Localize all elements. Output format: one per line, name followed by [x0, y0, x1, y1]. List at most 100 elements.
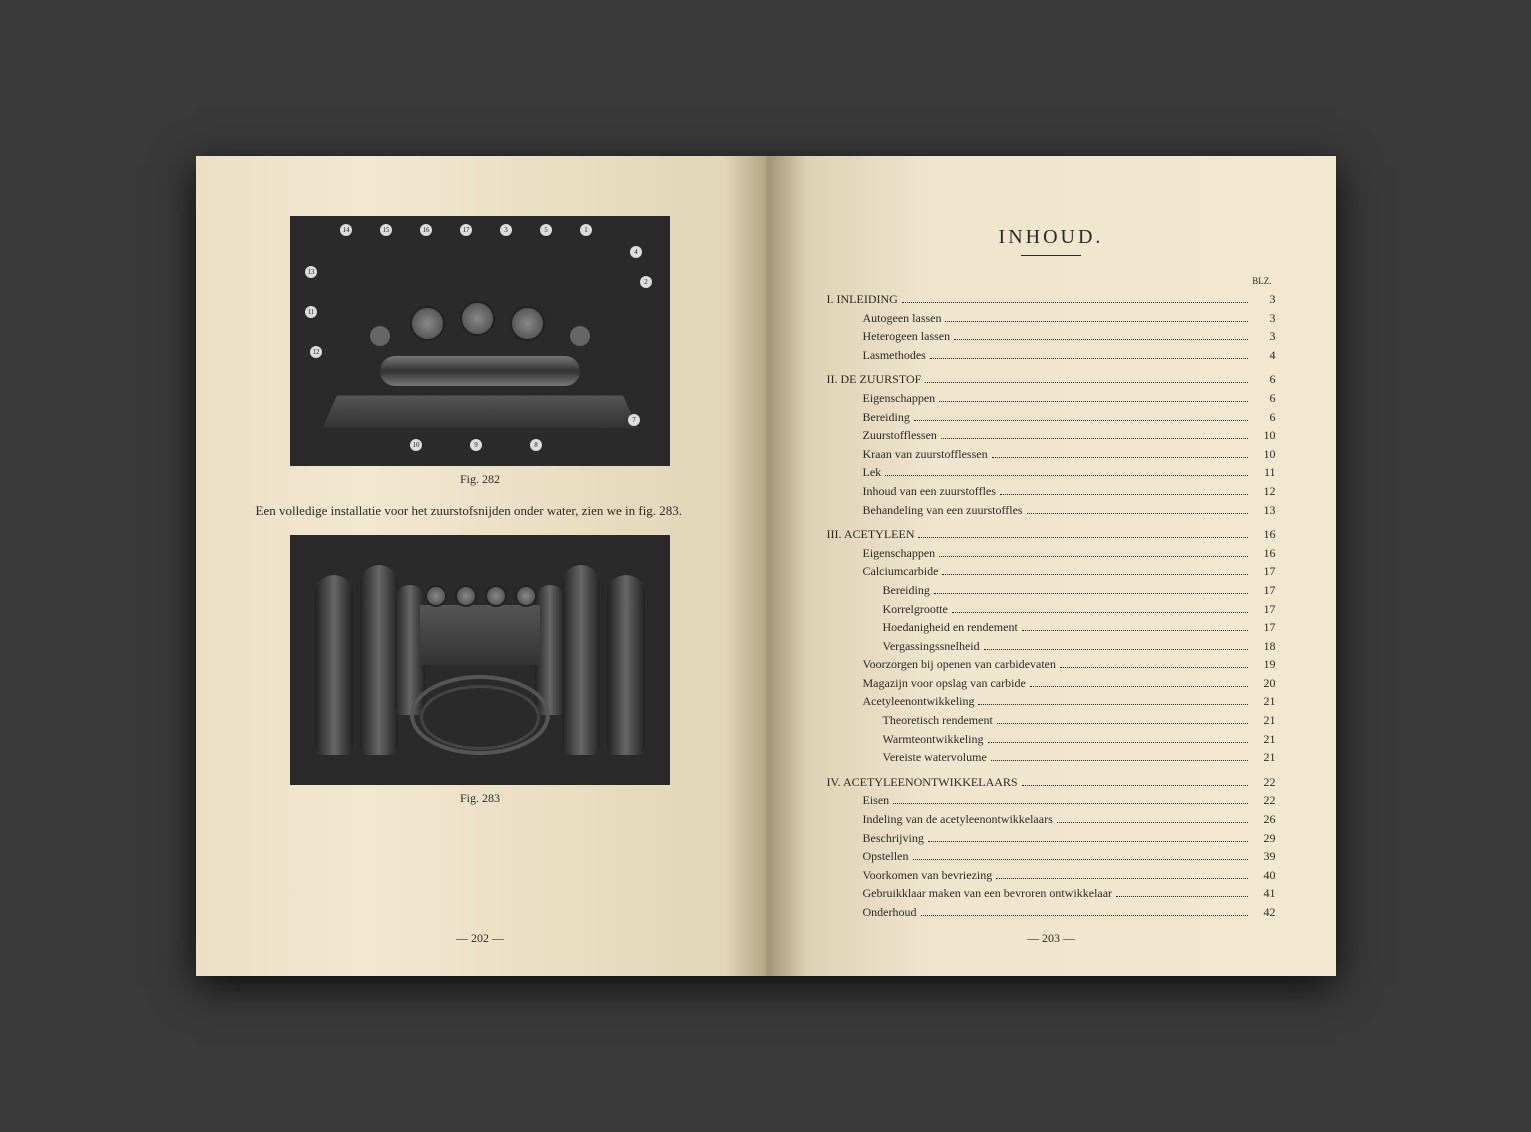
- toc-dots: [991, 760, 1248, 761]
- toc-item-page: 6: [1252, 408, 1276, 427]
- toc-item-row: Theoretisch rendement 21: [827, 711, 1276, 730]
- toc-item-row: Eigenschappen 16: [827, 544, 1276, 563]
- toc-item-row: Eigenschappen6: [827, 389, 1276, 408]
- toc-dots: [913, 859, 1248, 860]
- toc-item-label: Beschrijving: [827, 829, 924, 848]
- toc-item-label: Vereiste watervolume: [827, 748, 987, 767]
- toc-dots: [921, 915, 1248, 916]
- toc-chapter-row: II. DE ZUURSTOF6: [827, 370, 1276, 389]
- toc-item-row: Autogeen lassen3: [827, 309, 1276, 328]
- figure-282-caption: Fig. 282: [256, 472, 705, 487]
- toc-item-page: 21: [1252, 730, 1276, 749]
- right-page-number: — 203 —: [1027, 931, 1075, 946]
- toc-dots: [930, 358, 1248, 359]
- toc-item-page: 21: [1252, 711, 1276, 730]
- toc-item-label: Eigenschappen: [827, 389, 936, 408]
- toc-dots: [928, 841, 1248, 842]
- toc-item-row: Behandeling van een zuurstoffles13: [827, 501, 1276, 520]
- toc-item-page: 20: [1252, 674, 1276, 693]
- toc-dots: [1060, 667, 1248, 668]
- toc-item-page: 16: [1252, 544, 1276, 563]
- toc-item-page: 10: [1252, 445, 1276, 464]
- toc-dots: [1000, 494, 1248, 495]
- toc-item-page: 17: [1252, 562, 1276, 581]
- toc-dots: [925, 382, 1247, 383]
- toc-dots: [978, 704, 1247, 705]
- toc-item-page: 17: [1252, 618, 1276, 637]
- toc-item-page: 3: [1252, 327, 1276, 346]
- toc-item-row: Bereiding17: [827, 581, 1276, 600]
- toc-item-label: Eisen: [827, 791, 890, 810]
- toc-item-label: Bereiding: [827, 408, 910, 427]
- toc-item-label: Theoretisch rendement: [827, 711, 993, 730]
- book-spread: 14 15 16 17 3 5 1 4 2 13 11 12 10 9 8 7 …: [196, 156, 1336, 976]
- toc-dots: [945, 321, 1247, 322]
- toc-item-label: Lek: [827, 463, 882, 482]
- toc-item-row: Kraan van zuurstofflessen10: [827, 445, 1276, 464]
- toc-item-page: 22: [1252, 791, 1276, 810]
- toc-item-label: Voorzorgen bij openen van carbidevaten: [827, 655, 1057, 674]
- toc-item-row: Beschrijving 29: [827, 829, 1276, 848]
- left-page-number: — 202 —: [456, 931, 504, 946]
- toc-item-page: 29: [1252, 829, 1276, 848]
- toc-column-header: BLZ.: [827, 276, 1276, 286]
- toc-chapter-label: IV. ACETYLEENONTWIKKELAARS: [827, 773, 1018, 792]
- toc-item-row: Lasmethodes 4: [827, 346, 1276, 365]
- toc-item-label: Hoedanigheid en rendement: [827, 618, 1018, 637]
- toc-item-label: Indeling van de acetyleenontwikkelaars: [827, 810, 1053, 829]
- toc-item-row: Zuurstofflessen10: [827, 426, 1276, 445]
- toc-dots: [934, 593, 1248, 594]
- toc-chapter-page: 16: [1252, 525, 1276, 544]
- toc-dots: [914, 420, 1248, 421]
- toc-dots: [1022, 785, 1248, 786]
- figure-282: 14 15 16 17 3 5 1 4 2 13 11 12 10 9 8 7 …: [256, 216, 705, 487]
- toc-item-row: Inhoud van een zuurstoffles12: [827, 482, 1276, 501]
- toc-dots: [1057, 822, 1248, 823]
- toc-item-page: 41: [1252, 884, 1276, 903]
- toc-item-page: 18: [1252, 637, 1276, 656]
- toc-item-row: Magazijn voor opslag van carbide 20: [827, 674, 1276, 693]
- toc-item-row: Eisen 22: [827, 791, 1276, 810]
- toc-item-row: Hoedanigheid en rendement 17: [827, 618, 1276, 637]
- toc-item-row: Warmteontwikkeling 21: [827, 730, 1276, 749]
- toc-dots: [1027, 513, 1248, 514]
- toc-dots: [997, 723, 1248, 724]
- toc-item-row: Gebruikklaar maken van een bevroren ontw…: [827, 884, 1276, 903]
- toc-chapter-page: 22: [1252, 773, 1276, 792]
- toc-dots: [954, 339, 1247, 340]
- toc-dots: [902, 302, 1248, 303]
- toc-item-page: 21: [1252, 692, 1276, 711]
- toc-item-label: Eigenschappen: [827, 544, 936, 563]
- toc-item-row: Opstellen39: [827, 847, 1276, 866]
- toc-chapter-row: IV. ACETYLEENONTWIKKELAARS 22: [827, 773, 1276, 792]
- toc-item-page: 4: [1252, 346, 1276, 365]
- toc-dots: [952, 612, 1248, 613]
- toc-item-page: 17: [1252, 581, 1276, 600]
- toc-dots: [918, 537, 1247, 538]
- toc-item-label: Warmteontwikkeling: [827, 730, 984, 749]
- toc-item-label: Zuurstofflessen: [827, 426, 937, 445]
- toc-item-page: 3: [1252, 309, 1276, 328]
- toc-item-row: Vergassingssnelheid 18: [827, 637, 1276, 656]
- toc-chapter-row: I. INLEIDING3: [827, 290, 1276, 309]
- toc-dots: [939, 401, 1247, 402]
- toc-section: IV. ACETYLEENONTWIKKELAARS22Eisen22Indel…: [827, 773, 1276, 922]
- toc-item-row: Bereiding 6: [827, 408, 1276, 427]
- toc-item-label: Vergassingssnelheid: [827, 637, 980, 656]
- toc-dots: [1022, 630, 1248, 631]
- right-page: INHOUD. BLZ. I. INLEIDING3Autogeen lasse…: [766, 156, 1336, 976]
- toc-item-label: Magazijn voor opslag van carbide: [827, 674, 1026, 693]
- toc-chapter-label: II. DE ZUURSTOF: [827, 370, 922, 389]
- toc-dots: [988, 742, 1248, 743]
- toc-item-row: Acetyleenontwikkeling 21: [827, 692, 1276, 711]
- toc-item-label: Heterogeen lassen: [827, 327, 951, 346]
- toc-dots: [1116, 896, 1247, 897]
- toc-item-row: Indeling van de acetyleenontwikkelaars26: [827, 810, 1276, 829]
- toc-item-row: Voorzorgen bij openen van carbidevaten 19: [827, 655, 1276, 674]
- toc-item-label: Opstellen: [827, 847, 909, 866]
- toc-item-page: 19: [1252, 655, 1276, 674]
- toc-item-label: Acetyleenontwikkeling: [827, 692, 975, 711]
- toc-dots: [941, 438, 1248, 439]
- toc-item-label: Lasmethodes: [827, 346, 926, 365]
- toc-item-page: 40: [1252, 866, 1276, 885]
